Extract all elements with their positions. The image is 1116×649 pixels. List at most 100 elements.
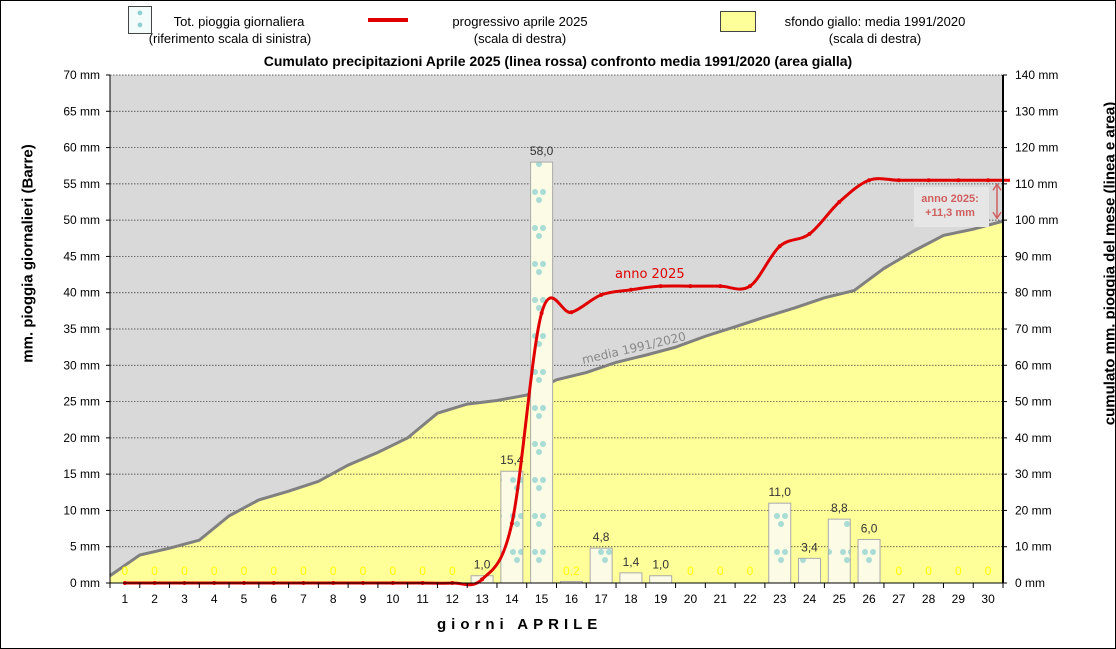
y-left-tick-label: 0 mm (70, 576, 100, 590)
x-tick-label: 20 (684, 592, 698, 606)
x-tick-label: 10 (386, 592, 400, 606)
x-tick-label: 3 (181, 592, 188, 606)
bar-label-day-16: 0,2 (563, 564, 580, 578)
bar-label-day-12: 0 (449, 564, 456, 578)
x-tick-label: 16 (565, 592, 579, 606)
bar-label-day-24: 3,4 (801, 540, 818, 554)
x-tick-label: 22 (743, 592, 757, 606)
cumulative-point-day-21 (718, 284, 723, 289)
bar-label-day-3: 0 (181, 564, 188, 578)
y-left-tick-label: 50 mm (63, 213, 100, 227)
cumulative-point-day-20 (688, 284, 693, 289)
bar-label-day-23: 11,0 (769, 485, 792, 499)
y-axis-right-title: cumulato mm. pioggia del mese (linea e a… (1101, 101, 1116, 426)
x-axis-title: giorni APRILE (437, 616, 603, 633)
bar-label-day-21: 0 (717, 564, 724, 578)
cumulative-point-day-23 (777, 244, 782, 249)
y-left-tick-label: 40 mm (63, 286, 100, 300)
bar-label-day-26: 6,0 (861, 521, 878, 535)
bar-label-day-10: 0 (389, 564, 396, 578)
cumulative-point-day-22 (747, 284, 752, 289)
legend-line-sub: (scala di destra) (473, 31, 567, 46)
y-right-tick-label: 120 mm (1015, 141, 1058, 155)
bar-label-day-20: 0 (687, 564, 694, 578)
x-tick-label: 27 (892, 592, 906, 606)
y-right-tick-label: 80 mm (1015, 286, 1052, 300)
y-right-tick-label: 140 mm (1015, 68, 1058, 82)
x-tick-label: 6 (270, 592, 277, 606)
bar-day-15 (530, 161, 554, 584)
bar-day-24 (798, 557, 822, 584)
diff-label-1: anno 2025: (921, 193, 978, 205)
line-annotation: anno 2025 (615, 267, 685, 282)
cumulative-point-day-28 (926, 178, 931, 183)
bar-label-day-18: 1,4 (623, 555, 640, 569)
raindrop-icon: ● ● (136, 7, 144, 31)
x-tick-label: 26 (862, 592, 876, 606)
bar-label-day-4: 0 (211, 564, 218, 578)
legend-bars-label: Tot. pioggia giornaliera (173, 14, 305, 29)
y-right-tick-label: 40 mm (1015, 431, 1052, 445)
bar-day-18 (619, 572, 643, 584)
bar-label-day-15: 58,0 (530, 144, 554, 158)
bar-label-day-22: 0 (747, 564, 754, 578)
x-tick-label: 29 (952, 592, 966, 606)
legend-bar-swatch: ● ● (128, 6, 152, 34)
y-right-tick-label: 60 mm (1015, 358, 1052, 372)
bar-label-day-13: 1,0 (474, 558, 491, 572)
x-tick-label: 21 (714, 592, 728, 606)
x-tick-label: 2 (151, 592, 158, 606)
diff-box (914, 187, 989, 227)
cumulative-point-day-13 (480, 577, 485, 582)
bar-day-26 (857, 538, 881, 584)
cumulative-point-day-18 (628, 287, 633, 292)
x-tick-label: 19 (654, 592, 668, 606)
x-tick-label: 7 (300, 592, 307, 606)
bar-label-day-19: 1,0 (652, 558, 669, 572)
x-tick-label: 12 (446, 592, 460, 606)
legend-bars: Tot. pioggia giornaliera (riferimento sc… (140, 13, 320, 47)
x-tick-label: 1 (122, 592, 129, 606)
legend-area: sfondo giallo: media 1991/2020 (scala di… (770, 13, 980, 47)
legend-area-sub: (scala di destra) (828, 31, 922, 46)
x-tick-label: 5 (241, 592, 248, 606)
y-left-tick-label: 5 mm (70, 540, 100, 554)
y-right-tick-label: 10 mm (1015, 540, 1052, 554)
x-tick-label: 8 (330, 592, 337, 606)
diff-label-2: +11,3 mm (925, 207, 975, 219)
legend-line-label: progressivo aprile 2025 (452, 14, 588, 29)
bar-label-day-17: 4,8 (593, 530, 610, 544)
legend-line: progressivo aprile 2025 (scala di destra… (435, 13, 605, 47)
bar-label-day-27: 0 (895, 564, 902, 578)
x-tick-label: 4 (211, 592, 218, 606)
y-right-tick-label: 90 mm (1015, 249, 1052, 263)
x-tick-label: 28 (922, 592, 936, 606)
bar-label-day-29: 0 (955, 564, 962, 578)
cumulative-point-day-25 (837, 200, 842, 204)
cumulative-point-day-30 (986, 178, 991, 183)
cumulative-point-day-26 (867, 178, 872, 183)
cumulative-point-day-19 (658, 284, 663, 289)
y-left-tick-label: 10 mm (63, 503, 100, 517)
y-left-tick-label: 45 mm (63, 249, 100, 263)
cumulative-point-day-15 (539, 311, 544, 316)
bar-label-day-25: 8,8 (831, 501, 848, 515)
legend-line-swatch (368, 18, 408, 22)
legend-bars-sub: (riferimento scala di sinistra) (148, 31, 312, 46)
x-tick-label: 30 (981, 592, 995, 606)
y-left-tick-label: 70 mm (63, 68, 100, 82)
cumulative-point-day-24 (807, 231, 812, 236)
cumulative-point-day-27 (896, 178, 901, 183)
y-left-tick-label: 25 mm (63, 395, 100, 409)
bar-label-day-28: 0 (925, 564, 932, 578)
cumulative-point-day-29 (956, 178, 961, 183)
x-tick-label: 23 (773, 592, 787, 606)
bar-label-day-11: 0 (419, 564, 426, 578)
cumulative-point-day-17 (599, 292, 604, 297)
cumulative-point-day-14 (509, 521, 514, 526)
x-tick-label: 9 (360, 592, 367, 606)
y-left-tick-label: 65 mm (63, 104, 100, 118)
x-tick-label: 17 (594, 592, 608, 606)
bar-label-day-7: 0 (300, 564, 307, 578)
